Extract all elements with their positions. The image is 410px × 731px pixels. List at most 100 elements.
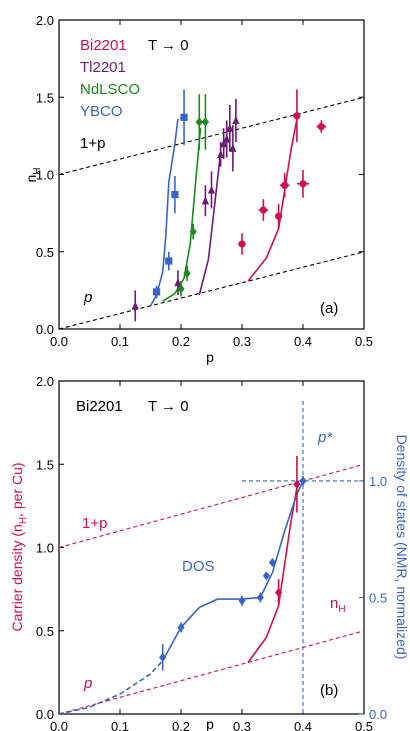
tl2201-curve	[198, 151, 222, 296]
x-tick-label: 0.3	[233, 334, 251, 349]
dos-curve-extrapolated	[59, 660, 164, 714]
y-tick-label: 1.0	[36, 541, 54, 556]
x-tick-label: 0.0	[50, 719, 68, 731]
panel-a-line-label-1p: 1+p	[80, 135, 105, 152]
bi2201-point	[281, 181, 289, 189]
legend-item-tl2201: Tl2201	[80, 59, 126, 76]
panel-b-curves	[59, 480, 304, 714]
bi2201-point	[317, 123, 325, 131]
y-tick-label: 2.0	[36, 13, 54, 28]
x-tick-label: 0.0	[50, 334, 68, 349]
panel-a: 0.0 0.1 0.2 0.3 0.4 0.50.00.51.01.52.0 p nH T…	[23, 13, 373, 365]
x-tick-label: 0.4	[294, 334, 312, 349]
x-tick-label: 0.5	[355, 719, 373, 731]
tl2201-point	[223, 134, 231, 143]
y-tick-label: 2.0	[36, 374, 54, 389]
y-tick-label: 1.5	[36, 457, 54, 472]
panel-a-data-points	[131, 89, 327, 322]
ndlsco-point	[195, 117, 203, 127]
n-h-point	[293, 479, 301, 489]
y2-tick-label: 0.5	[369, 590, 387, 605]
reference-line	[59, 251, 364, 329]
x-tick-label: 0.5	[355, 334, 373, 349]
panel-b-ticks: 0.0 0.1 0.2 0.3 0.4 0.50.00.51.01.52.00.00.51…	[36, 374, 387, 731]
ybco-point	[165, 257, 173, 265]
legend-item-ndlsco: NdLSCO	[80, 81, 140, 98]
panel-a-ticks: 0.0 0.1 0.2 0.3 0.4 0.5 0.0 0.5 1.0 1.5 2.0	[36, 13, 373, 349]
panel-a-legend: Bi2201 Tl2201 NdLSCO YBCO	[80, 37, 140, 120]
legend-item-bi2201: Bi2201	[80, 37, 127, 54]
panel-a-label: (a)	[320, 300, 338, 317]
panel-b-dos-label: DOS	[182, 558, 215, 575]
panel-b-ylabel: Carrier density (nH, per Cu)	[9, 462, 29, 631]
y-tick-label: 1.5	[36, 90, 54, 105]
y-tick-label: 0.5	[36, 245, 54, 260]
tl2201-point	[131, 301, 139, 310]
dos-point	[268, 557, 277, 568]
panel-b-line-label-1p: 1+p	[82, 515, 107, 532]
bi2201-point	[275, 212, 283, 220]
x-tick-label: 0.1	[111, 334, 129, 349]
panel-b-annotation: T → 0	[148, 398, 189, 415]
tl2201-point	[201, 196, 209, 205]
panel-b-xlabel: p	[206, 716, 214, 731]
dos-point	[177, 622, 185, 633]
y-tick-label: 0.0	[36, 707, 54, 722]
panel-b-y2label: Density of states (NMR, normalized)	[394, 435, 410, 660]
x-tick-label: 0.2	[172, 719, 190, 731]
ybco-point	[171, 190, 179, 199]
tl2201-point	[220, 139, 228, 148]
bi2201-point	[299, 180, 307, 188]
ndlsco-curve	[162, 128, 202, 302]
bi2201-point	[293, 112, 301, 120]
dos-curve	[161, 480, 304, 662]
x-tick-label: 0.4	[294, 719, 312, 731]
panel-b-label: (b)	[320, 682, 338, 699]
ndlsco-point	[183, 268, 191, 278]
y2-tick-label: 0.0	[369, 707, 387, 722]
x-tick-label: 0.3	[233, 719, 251, 731]
panel-b-pstar-guides	[242, 401, 364, 714]
panel-b-reference-lines	[59, 463, 364, 714]
panel-b-line-label-p: p	[83, 675, 92, 692]
y-tick-label: 0.0	[36, 322, 54, 337]
y-tick-label: 1.0	[36, 168, 54, 183]
panel-b-data-points	[159, 455, 307, 671]
tl2201-point	[232, 115, 240, 125]
n-h-point	[275, 587, 283, 598]
ndlsco-point	[189, 227, 197, 237]
dos-point	[262, 571, 270, 581]
ybco-curve	[149, 118, 179, 307]
y-tick-label: 0.5	[36, 624, 54, 639]
bi2201-point	[238, 240, 246, 248]
dos-point	[238, 596, 246, 606]
tl2201-point	[226, 123, 234, 132]
bi2201-curve	[247, 118, 298, 282]
panel-b: 0.0 0.1 0.2 0.3 0.4 0.50.00.51.01.52.00.00.51…	[9, 374, 410, 731]
x-tick-label: 0.1	[111, 719, 129, 731]
ybco-point	[180, 113, 188, 121]
n-h-curve	[247, 487, 298, 663]
reference-line	[59, 96, 364, 176]
panel-a-xlabel: p	[206, 349, 214, 365]
panel-b-pstar-label: p*	[317, 429, 333, 446]
tl2201-point	[207, 185, 216, 194]
dos-point	[299, 476, 307, 486]
legend-item-ybco: YBCO	[80, 103, 123, 120]
reference-line	[59, 630, 364, 714]
ndlsco-point	[201, 117, 209, 127]
tl2201-point	[217, 149, 225, 159]
tl2201-point	[229, 143, 237, 152]
ybco-point	[153, 288, 161, 296]
panel-a-reference-lines	[59, 96, 364, 329]
dos-point	[256, 592, 264, 603]
dos-point	[159, 652, 167, 662]
panel-b-title-label: Bi2201	[76, 398, 123, 415]
tl2201-point	[174, 278, 182, 287]
x-tick-label: 0.2	[172, 334, 190, 349]
panel-a-annotation: T → 0	[148, 37, 189, 54]
panel-b-nh-label: nH	[330, 595, 346, 615]
bi2201-point	[259, 206, 267, 214]
panel-a-line-label-p: p	[83, 289, 92, 306]
